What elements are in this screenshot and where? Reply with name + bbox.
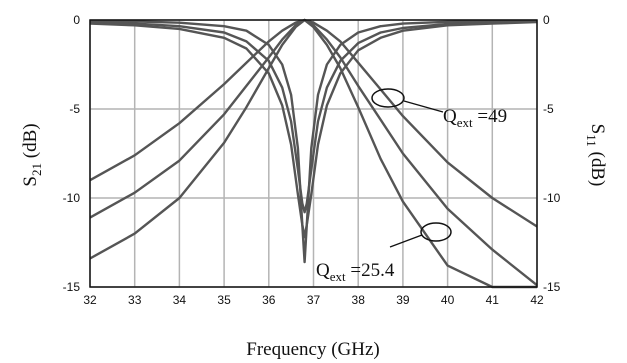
annotation-qext-25-4: Qext =25.4 [316, 222, 452, 284]
series-line-5 [89, 20, 538, 239]
y-tick-labels-left: 0 -5 -10 -15 [63, 13, 81, 294]
annotation-label: Qext =49 [443, 106, 507, 130]
y-tick-label-left: -15 [63, 280, 81, 294]
series-line-4 [89, 19, 538, 264]
x-tick-label: 42 [530, 293, 544, 307]
y-axis-title-right: S11 (dB) [584, 124, 608, 187]
annotation-label: Qext =25.4 [316, 260, 395, 284]
annotation-ellipse [371, 88, 405, 108]
x-tick-label: 39 [396, 293, 410, 307]
y-tick-labels-right: 0 -5 -10 -15 [543, 13, 561, 294]
y-tick-label-right: -10 [543, 191, 561, 205]
y-tick-label-left: 0 [73, 13, 80, 27]
series-line-6 [89, 20, 538, 214]
x-tick-label: 33 [128, 293, 142, 307]
y-tick-label-left: -10 [63, 191, 81, 205]
x-axis-title: Frequency (GHz) [246, 339, 379, 360]
y-tick-label-right: -15 [543, 280, 561, 294]
x-tick-label: 37 [307, 293, 321, 307]
series-line-3 [89, 18, 538, 287]
x-tick-label: 32 [83, 293, 97, 307]
x-tick-label: 35 [217, 293, 231, 307]
annotation-ellipse [420, 222, 452, 242]
annotation-qext-49: Qext =49 [371, 88, 507, 130]
plot-frame [89, 19, 538, 288]
x-tick-label: 40 [441, 293, 455, 307]
x-tick-labels: 32 33 34 35 36 37 38 39 40 41 42 [83, 293, 544, 307]
annotation-leader [389, 234, 423, 248]
x-tick-label: 34 [173, 293, 187, 307]
y-tick-label-right: -5 [543, 102, 554, 116]
x-tick-label: 38 [352, 293, 366, 307]
annotation-leader [403, 100, 444, 113]
series-group [89, 18, 538, 289]
x-tick-label: 41 [486, 293, 500, 307]
y-tick-label-right: 0 [543, 13, 550, 27]
x-tick-label: 36 [262, 293, 276, 307]
y-tick-label-left: -5 [69, 102, 80, 116]
y-axis-title-left: S21 (dB) [20, 123, 44, 186]
